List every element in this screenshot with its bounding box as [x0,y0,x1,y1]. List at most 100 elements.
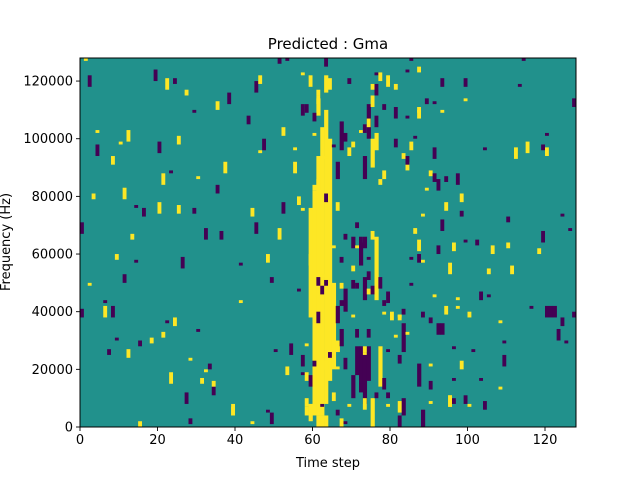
heatmap-cell-low [122,274,127,283]
heatmap-cell-low [409,282,414,286]
heatmap-cell-low [320,285,325,295]
heatmap-cell-low [339,328,344,347]
heatmap-cell-high [188,357,193,361]
heatmap-cell-low [335,409,340,416]
heatmap-cell-high [304,343,309,347]
heatmap-cell-low [355,346,360,376]
x-tick-label: 40 [227,433,244,448]
heatmap-cell-high [366,288,371,295]
heatmap-cell-low [273,349,278,353]
heatmap-cell-low [366,328,371,338]
heatmap-cell-low [173,78,177,84]
heatmap-cell-low [343,357,348,370]
heatmap-cell-high [378,179,383,185]
heatmap-cell-high [324,360,329,370]
heatmap-cell-high [316,89,321,96]
heatmap-cell-low [541,144,546,151]
heatmap-cell-low [382,377,387,390]
heatmap-cell-low [328,352,332,358]
y-tick-label: 80000 [32,190,73,205]
heatmap-cell-high [91,193,96,200]
heatmap-cell-high [316,95,321,105]
heatmap-cell-high [200,377,205,384]
heatmap-cell-high [393,83,398,90]
heatmap-cell-low [351,279,356,289]
heatmap-cell-low [169,170,174,174]
heatmap-cell-low [335,161,340,180]
heatmap-cell-low [471,349,476,353]
heatmap-cell-high [312,190,317,416]
heatmap-cell-low [351,375,356,399]
heatmap-cell-high [308,254,313,266]
heatmap-cell-low [413,135,418,139]
x-tick-label: 100 [455,433,480,448]
heatmap-cell-low [370,285,375,295]
chart-title: Predicted : Gma [268,35,388,53]
heatmap-cell-high [328,190,332,200]
heatmap-cell-low [572,311,576,318]
y-axis: 0 20000 40000 60000 80000 100000 120000 [23,75,80,436]
heatmap-cell-low [262,138,267,151]
heatmap-cell-high [320,415,325,422]
x-axis-label: Time step [295,456,360,471]
heatmap-cell-low [452,346,456,350]
heatmap-cell-high [335,202,340,211]
heatmap-cell-high [223,161,228,174]
heatmap-cell-low [436,323,441,335]
heatmap-cell-high [250,421,255,425]
heatmap-cell-high [118,141,123,145]
heatmap-cell-high [417,109,422,119]
heatmap-cell-low [374,115,379,128]
heatmap-cell-low [215,184,220,194]
heatmap-cell-high [308,403,313,416]
heatmap-cell-low [359,383,363,390]
heatmap-cell-high [324,109,329,404]
heatmap-cell-low [432,101,437,105]
heatmap-cell-high [525,141,530,154]
heatmap-cell-high [281,127,286,136]
heatmap-cell-high [335,340,340,353]
heatmap-cell-high [440,109,445,113]
heatmap-cell-low [564,340,569,344]
heatmap-cell-low [153,69,158,82]
heatmap-cell-high [510,265,515,275]
heatmap-cell-high [428,401,433,404]
heatmap-cell-high [258,75,263,84]
heatmap-cell-high [316,415,321,427]
y-tick-label: 20000 [32,363,73,378]
heatmap-cell-low [432,147,437,159]
heatmap-cell-high [428,170,433,177]
heatmap-cell-low [382,300,387,306]
heatmap-cell-low [324,58,329,67]
heatmap-cell-low [289,343,294,355]
heatmap-cell-low [324,279,329,286]
heatmap-cell-high [211,380,216,387]
heatmap-cell-low [417,254,422,263]
heatmap-cell-high [444,202,449,211]
heatmap-cell-high [374,236,379,301]
heatmap-cell-low [266,409,270,413]
heatmap-cell-high [405,161,410,171]
heatmap-cell-low [452,398,456,404]
heatmap-cell-low [184,392,189,404]
heatmap-cell-high [328,288,332,301]
heatmap-cell-high [308,75,313,87]
heatmap-cell-high [347,147,352,157]
heatmap-cell-high [157,202,162,214]
heatmap-cell-low [521,58,526,61]
heatmap-cell-high [459,193,464,203]
x-axis: 0 20 40 60 80 100 120 [76,427,558,448]
heatmap-cell-low [386,392,391,399]
heatmap-cell-high [486,268,491,275]
x-tick-label: 120 [533,433,558,448]
heatmap-cell-high [149,337,154,344]
heatmap-cell-high [370,398,375,427]
heatmap-cell-high [459,360,464,370]
heatmap-cell-high [393,334,398,338]
heatmap-cell-high [339,418,344,427]
heatmap-cell-low [374,392,379,399]
heatmap-cell-low [486,294,491,298]
heatmap-cell-low [483,147,487,151]
heatmap-cell-high [293,147,298,151]
heatmap-cell-low [362,277,368,301]
